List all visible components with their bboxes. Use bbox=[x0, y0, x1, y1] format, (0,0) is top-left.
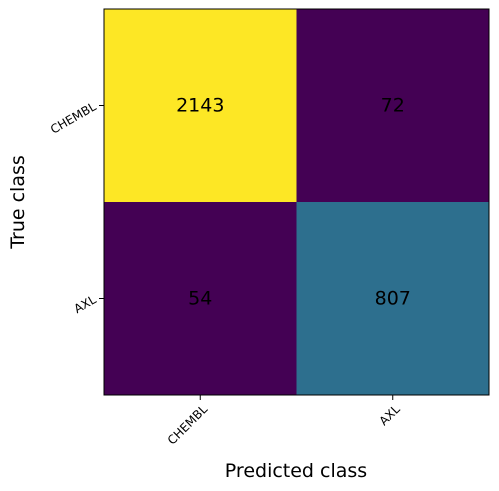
cell-value-1-0: 54 bbox=[188, 288, 212, 310]
heatmap-cell-1-0 bbox=[104, 202, 297, 396]
y-axis-label: True class bbox=[7, 155, 29, 250]
x-tick-label: AXL bbox=[376, 402, 402, 428]
heatmap-cells bbox=[104, 9, 490, 396]
plot-frame bbox=[103, 8, 490, 396]
heatmap-cell-0-1 bbox=[296, 9, 490, 203]
x-tick-label: CHEMBL bbox=[165, 402, 211, 448]
cell-value-0-0: 2143 bbox=[176, 95, 224, 117]
cell-value-0-1: 72 bbox=[381, 95, 405, 117]
heatmap-cell-0-0 bbox=[104, 9, 297, 203]
cell-value-1-1: 807 bbox=[375, 288, 411, 310]
y-tick-label: CHEMBL bbox=[48, 99, 99, 136]
x-axis-ticks: CHEMBL AXL bbox=[165, 395, 403, 447]
y-tick-label: AXL bbox=[71, 292, 98, 316]
cell-value-labels: 2143 72 54 807 bbox=[176, 95, 411, 310]
y-axis-ticks: CHEMBL AXL bbox=[48, 99, 104, 316]
heatmap-cell-1-1 bbox=[296, 202, 490, 396]
x-axis-label: Predicted class bbox=[225, 460, 367, 482]
